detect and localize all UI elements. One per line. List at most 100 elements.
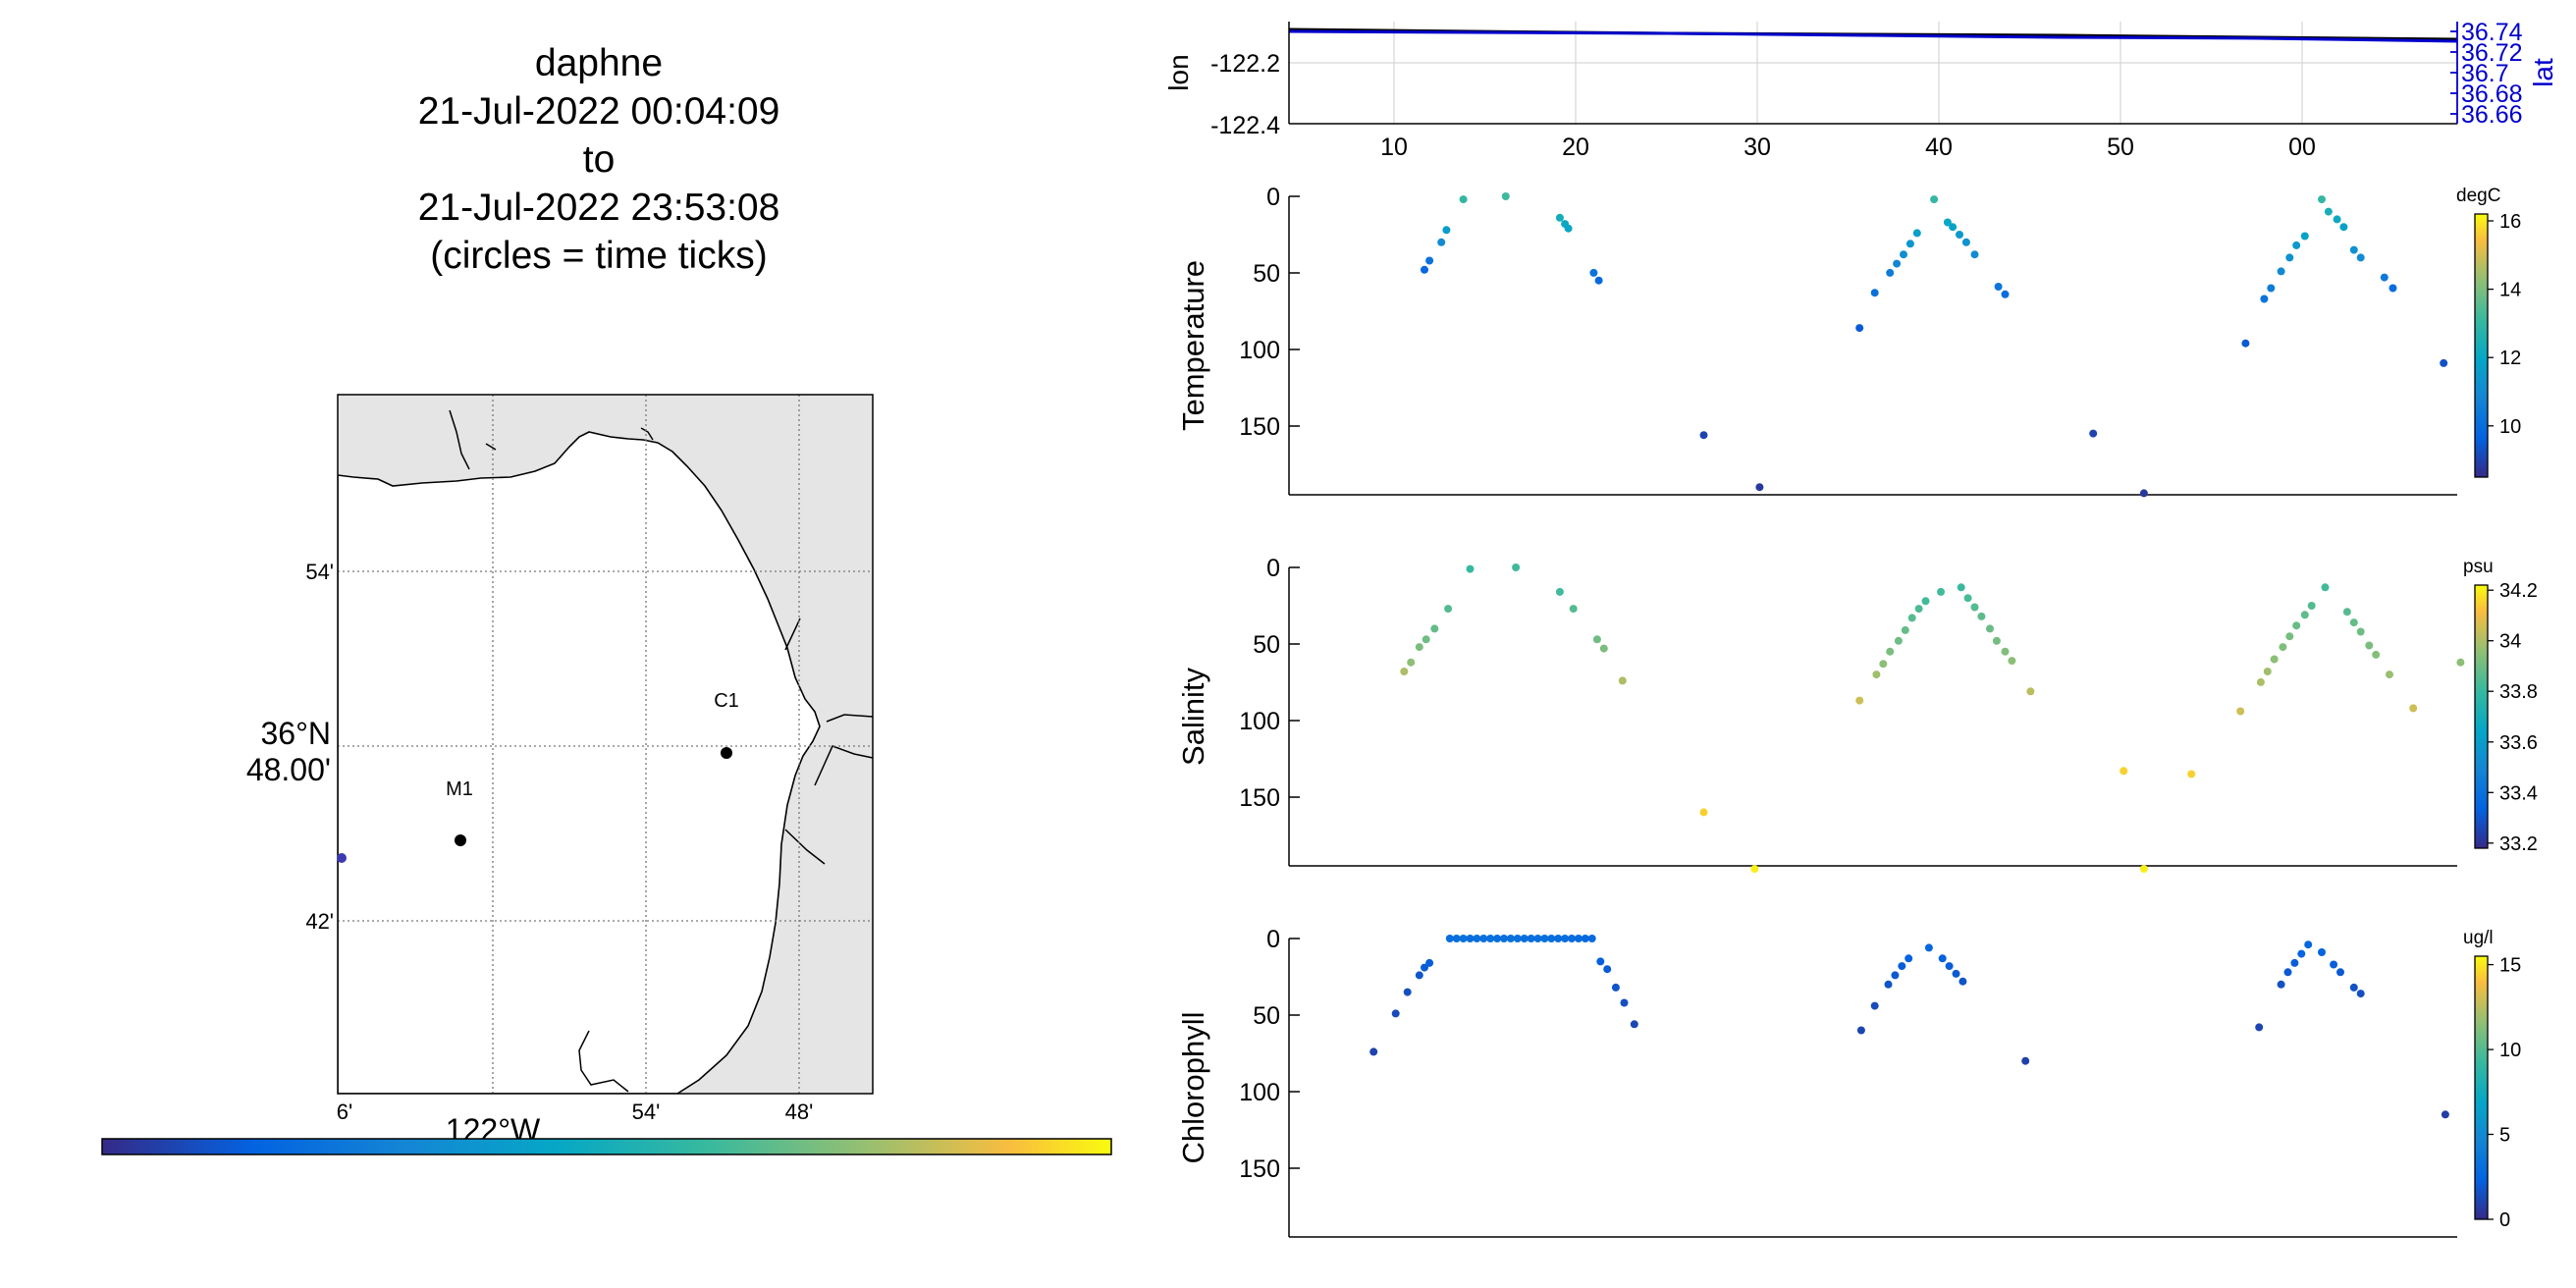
scatter-point — [2277, 980, 2285, 989]
x-tick-label: 30 — [1744, 134, 1771, 161]
station-label-m1: M1 — [446, 778, 473, 800]
scatter-point — [1699, 431, 1708, 440]
scatter-point — [1884, 980, 1893, 989]
scatter-point — [2339, 223, 2348, 232]
scatter-point — [1452, 935, 1461, 942]
scatter-point — [1459, 195, 1468, 204]
scatter-point — [1564, 224, 1573, 233]
scatter-point — [2292, 241, 2301, 249]
scatter-point — [1574, 935, 1583, 942]
scatter-point — [1755, 483, 1764, 492]
title-to: to — [582, 138, 616, 181]
scatter-point — [2336, 968, 2344, 977]
scatter-point — [2356, 253, 2365, 262]
scatter-point — [1986, 624, 1994, 633]
time-colorbar — [101, 1138, 1112, 1155]
scatter-point — [1886, 268, 1895, 277]
river-line — [449, 409, 470, 470]
river-line — [640, 427, 654, 441]
scatter-point — [1407, 658, 1416, 667]
scatter-point — [1952, 969, 1960, 978]
river-line — [784, 617, 801, 651]
scatter-point — [1555, 213, 1564, 222]
scatter-point — [1872, 671, 1881, 679]
station-label-c1: C1 — [714, 690, 739, 712]
scatter-point — [2026, 687, 2035, 696]
scatter-point — [1554, 935, 1563, 942]
colorbar-tick-label: 16 — [2499, 211, 2521, 233]
colorbar-tick-label: 5 — [2499, 1125, 2510, 1147]
scatter-point — [1938, 954, 1947, 963]
colorbar-tick-label: 0 — [2499, 1209, 2510, 1231]
scatter-point — [2260, 295, 2269, 303]
station-marker-m1 — [455, 834, 466, 846]
scatter-point — [1596, 957, 1605, 966]
scatter-point — [1855, 696, 1864, 705]
scatter-point — [1898, 962, 1906, 971]
scatter-point — [2372, 650, 2381, 659]
scatter-point — [2139, 489, 2148, 498]
x-tick-label: 20 — [1562, 134, 1589, 161]
scatter-point — [1421, 265, 1428, 274]
lat-tick-label: 36.68 — [2461, 80, 2523, 108]
scatter-point — [1587, 935, 1596, 942]
map-lat-minutes-label: 48.00' — [246, 752, 331, 787]
scatter-point — [1992, 636, 2001, 645]
scatter-point — [1425, 958, 1434, 967]
plot-title: daphne 21-Jul-2022 00:04:09 to 21-Jul-20… — [304, 39, 893, 280]
x-tick-label: 50 — [2107, 134, 2134, 161]
scatter-point — [2349, 618, 2358, 627]
scatter-point — [1569, 605, 1578, 614]
map-frame — [337, 394, 874, 1095]
chlorophyll-y-tick-label: 150 — [1239, 1155, 1280, 1183]
scatter-point — [1914, 605, 1923, 614]
colorbar-tick-label: 33.4 — [2499, 782, 2538, 804]
scatter-point — [1459, 935, 1468, 942]
map-lat-tick-label: 42' — [305, 909, 334, 934]
scatter-point — [2356, 990, 2365, 998]
scatter-point — [1594, 276, 1603, 285]
scatter-point — [1425, 256, 1434, 265]
title-vehicle: daphne — [534, 42, 664, 84]
scatter-point — [2380, 273, 2388, 282]
scatter-point — [2356, 627, 2365, 636]
scatter-point — [2277, 267, 2285, 276]
temperature-axis-label: Temperature — [1176, 260, 1210, 431]
scatter-point — [1956, 231, 1963, 239]
scatter-point — [2342, 608, 2351, 617]
scatter-point — [2236, 707, 2245, 716]
scatter-point — [1391, 1009, 1400, 1018]
scatter-point — [1466, 564, 1475, 573]
scatter-point — [2304, 940, 2313, 949]
scatter-point — [1592, 635, 1601, 644]
lonlat-panel: -122.2 -122.4 lon 36.74 36.72 36.7 36.68… — [1163, 19, 2558, 161]
chlorophyll-colorbar-unit: ug/l — [2463, 928, 2494, 948]
vehicle-track-point — [337, 853, 347, 863]
scatter-point — [2256, 677, 2265, 686]
scatter-point — [1437, 238, 1446, 246]
scatter-point — [1856, 1026, 1865, 1035]
scatter-point — [1855, 324, 1864, 333]
scatter-point — [1912, 229, 1921, 238]
scatter-point — [1415, 643, 1423, 652]
scatter-point — [1445, 935, 1454, 942]
scatter-point — [2318, 195, 2326, 204]
lat-tick-labels: 36.74 36.72 36.7 36.68 36.66 — [2461, 19, 2523, 129]
colorbar-tick-label: 33.8 — [2499, 681, 2538, 703]
scatter-point — [1618, 676, 1627, 685]
scatter-point — [2307, 602, 2316, 610]
scatter-point — [1611, 983, 1620, 992]
scatter-point — [2349, 245, 2358, 254]
scatter-point — [2263, 668, 2272, 675]
scatter-point — [2292, 621, 2301, 630]
scatter-point — [1400, 668, 1409, 675]
scatter-point — [1430, 624, 1439, 633]
temperature-panel: 0 50 100 150 Temperature degC 16 14 12 10 — [1176, 184, 2521, 498]
salinity-colorbar-unit: psu — [2463, 557, 2494, 577]
scatter-point — [1403, 988, 1412, 996]
scatter-point — [1473, 935, 1481, 942]
scatter-point — [1444, 605, 1453, 614]
colorbar-tick-label: 15 — [2499, 955, 2521, 977]
title-note: (circles = time ticks) — [430, 235, 768, 277]
